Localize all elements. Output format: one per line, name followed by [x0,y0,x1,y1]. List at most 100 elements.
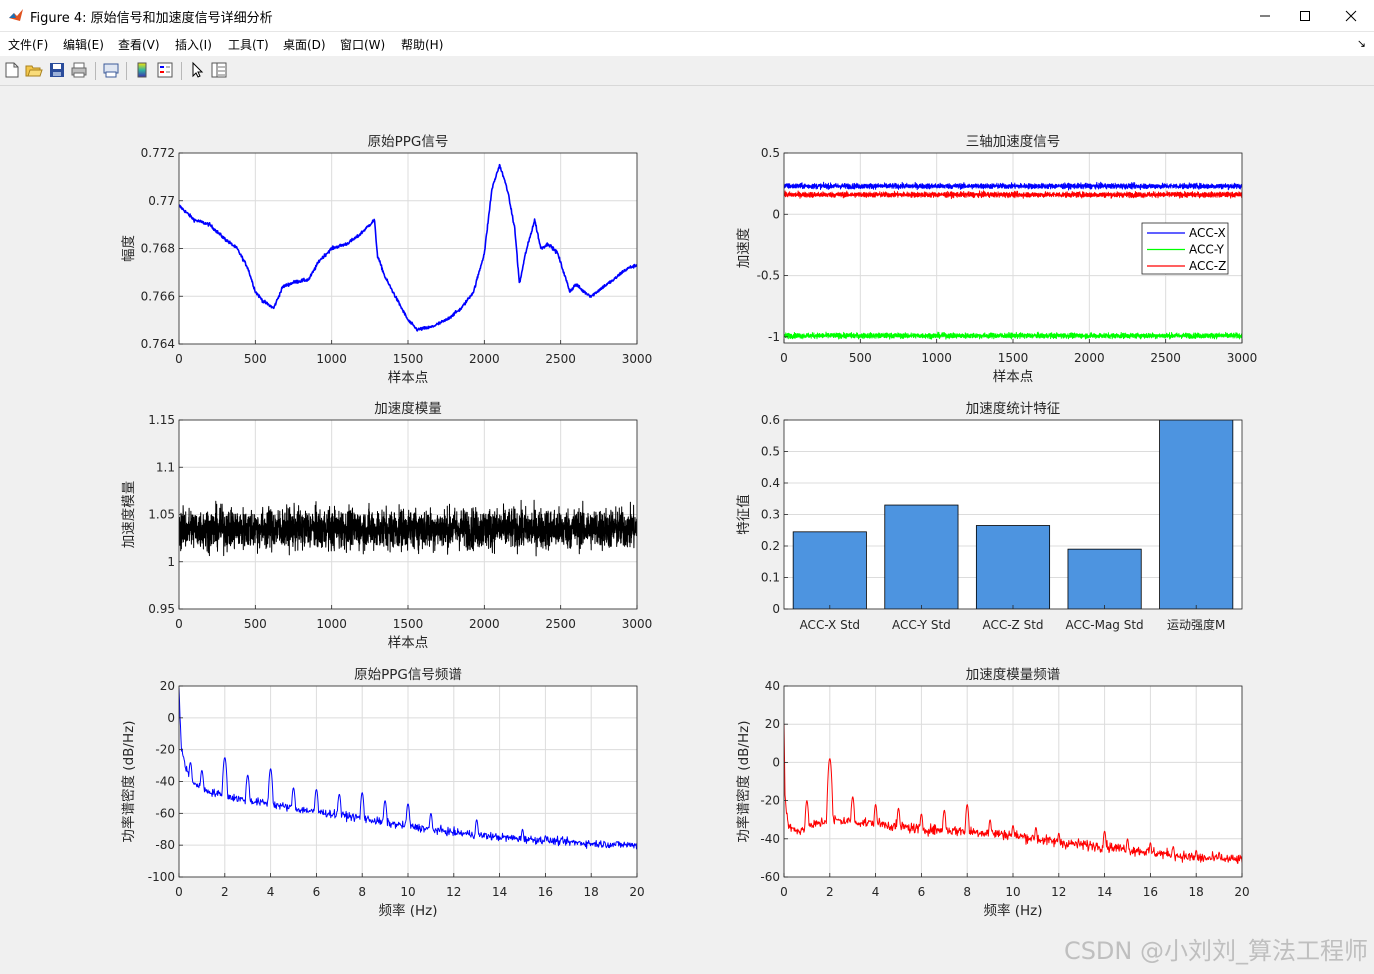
x-tick-label: 6 [918,885,926,899]
x-tick-label: 2 [221,885,229,899]
chart-title: 加速度模量 [374,401,442,417]
x-tick-label: 18 [1189,885,1204,899]
y-tick-label: -20 [155,743,175,757]
x-tick-label: 10 [1005,885,1020,899]
y-tick-label: 0 [772,602,780,616]
x-axis-label: 样本点 [388,635,429,651]
bar [1159,420,1234,609]
x-tick-label: 4 [872,885,880,899]
x-axis-label: 频率 (Hz) [378,902,437,919]
y-tick-label: -1 [768,330,780,344]
series-line-2 [784,331,1242,340]
chart-title: 加速度模量频谱 [966,667,1061,683]
property-editor-icon[interactable] [210,61,228,79]
x-tick-label: 20 [629,885,644,899]
x-tick-label: 0 [175,617,183,631]
print-icon[interactable] [70,61,88,79]
toolbar-separator [95,62,96,80]
x-axis-label: 频率 (Hz) [983,902,1042,919]
y-tick-label: 0.2 [761,539,780,553]
matlab-logo-icon [8,7,24,23]
chart-title: 加速度统计特征 [966,401,1061,417]
pointer-icon[interactable] [188,61,206,79]
y-axis-label: 功率谱密度 (dB/Hz) [735,721,752,843]
y-tick-label: 0.95 [148,602,175,616]
toolbar-separator [181,62,182,80]
menu-edit[interactable]: 编辑(E) [63,38,104,52]
maximize-button[interactable] [1282,0,1328,31]
y-tick-label: -40 [155,775,175,789]
y-tick-label: 0 [772,207,780,221]
colorbar-icon[interactable] [133,61,151,79]
x-tick-label: 1000 [316,617,347,631]
series-line-1 [179,163,637,332]
x-tick-label: 1000 [316,352,347,366]
y-tick-label: 0.772 [141,146,175,160]
x-tick-label: 2000 [1074,351,1105,365]
menu-desktop[interactable]: 桌面(D) [283,38,326,52]
y-axis-label: 加速度模量 [121,481,137,549]
chart-panel-2: -1 -0.5 0 0.5 0 500 1000 1500 2000 2500 3000 三轴加速度信… [736,134,1257,385]
menu-overflow-icon[interactable]: ↘ [1356,37,1366,50]
plot-content [179,499,637,557]
x-tick-label: 1500 [393,352,424,366]
new-figure-icon[interactable] [3,61,21,79]
y-tick-label: -100 [148,870,175,884]
legend-entry: ACC-X [1189,226,1226,240]
bar [1067,548,1142,609]
plot-content [792,420,1234,609]
x-tick-label: 14 [1097,885,1112,899]
x-axis-label: 样本点 [993,369,1034,385]
plot-content [784,724,1242,864]
y-tick-label: 0.4 [761,476,780,490]
y-tick-label: 20 [765,717,780,731]
series-line-1 [179,499,637,557]
category-label: ACC-Mag Std [1066,618,1144,632]
x-tick-label: 12 [1051,885,1066,899]
y-tick-label: 40 [765,679,780,693]
chart-title: 原始PPG信号 [368,134,449,150]
maximize-icon [1300,10,1310,21]
series-line-1 [784,724,1242,864]
legend-icon[interactable] [156,61,174,79]
y-tick-label: 20 [160,679,175,693]
bar [792,531,867,609]
x-tick-label: 20 [1234,885,1249,899]
y-tick-label: 0.77 [148,194,175,208]
x-tick-label: 6 [313,885,321,899]
y-tick-label: -20 [760,794,780,808]
y-tick-label: 1.15 [148,413,175,427]
y-tick-label: 0.5 [761,445,780,459]
save-icon[interactable] [48,61,66,79]
x-tick-label: 18 [584,885,599,899]
chart-panel-4: 0 0.1 0.2 0.3 0.4 0.5 0.6 ACC-X Std ACC-Y Std ACC… [736,401,1243,632]
y-tick-label: 0.768 [141,242,175,256]
x-tick-label: 1000 [921,351,952,365]
x-tick-label: 16 [1143,885,1158,899]
menu-bar: 文件(F) 编辑(E) 查看(V) 插入(I) 工具(T) 桌面(D) 窗口(W… [0,32,1374,56]
menu-window[interactable]: 窗口(W) [340,38,386,52]
y-tick-label: 0.764 [141,337,175,351]
print-preview-icon[interactable] [102,61,120,79]
y-tick-label: -60 [155,806,175,820]
bar [884,504,959,609]
open-file-icon[interactable] [25,61,43,79]
menu-view[interactable]: 查看(V) [118,38,160,52]
menu-help[interactable]: 帮助(H) [401,38,444,52]
y-tick-label: 0 [167,711,175,725]
close-icon [1345,10,1357,21]
window-title: Figure 4: 原始信号和加速度信号详细分析 [30,11,273,26]
y-tick-label: 0.5 [761,146,780,160]
menu-insert[interactable]: 插入(I) [175,38,212,52]
minimize-button[interactable] [1242,0,1288,31]
plot-content [784,181,1242,340]
x-tick-label: 12 [446,885,461,899]
x-tick-label: 8 [963,885,971,899]
menu-tools[interactable]: 工具(T) [228,38,269,52]
title-bar: Figure 4: 原始信号和加速度信号详细分析 [0,0,1374,32]
y-tick-label: 1.1 [156,460,175,474]
category-label: ACC-X Std [800,618,860,632]
menu-file[interactable]: 文件(F) [8,38,49,52]
close-button[interactable] [1328,0,1374,31]
y-axis-label: 幅度 [121,235,137,262]
